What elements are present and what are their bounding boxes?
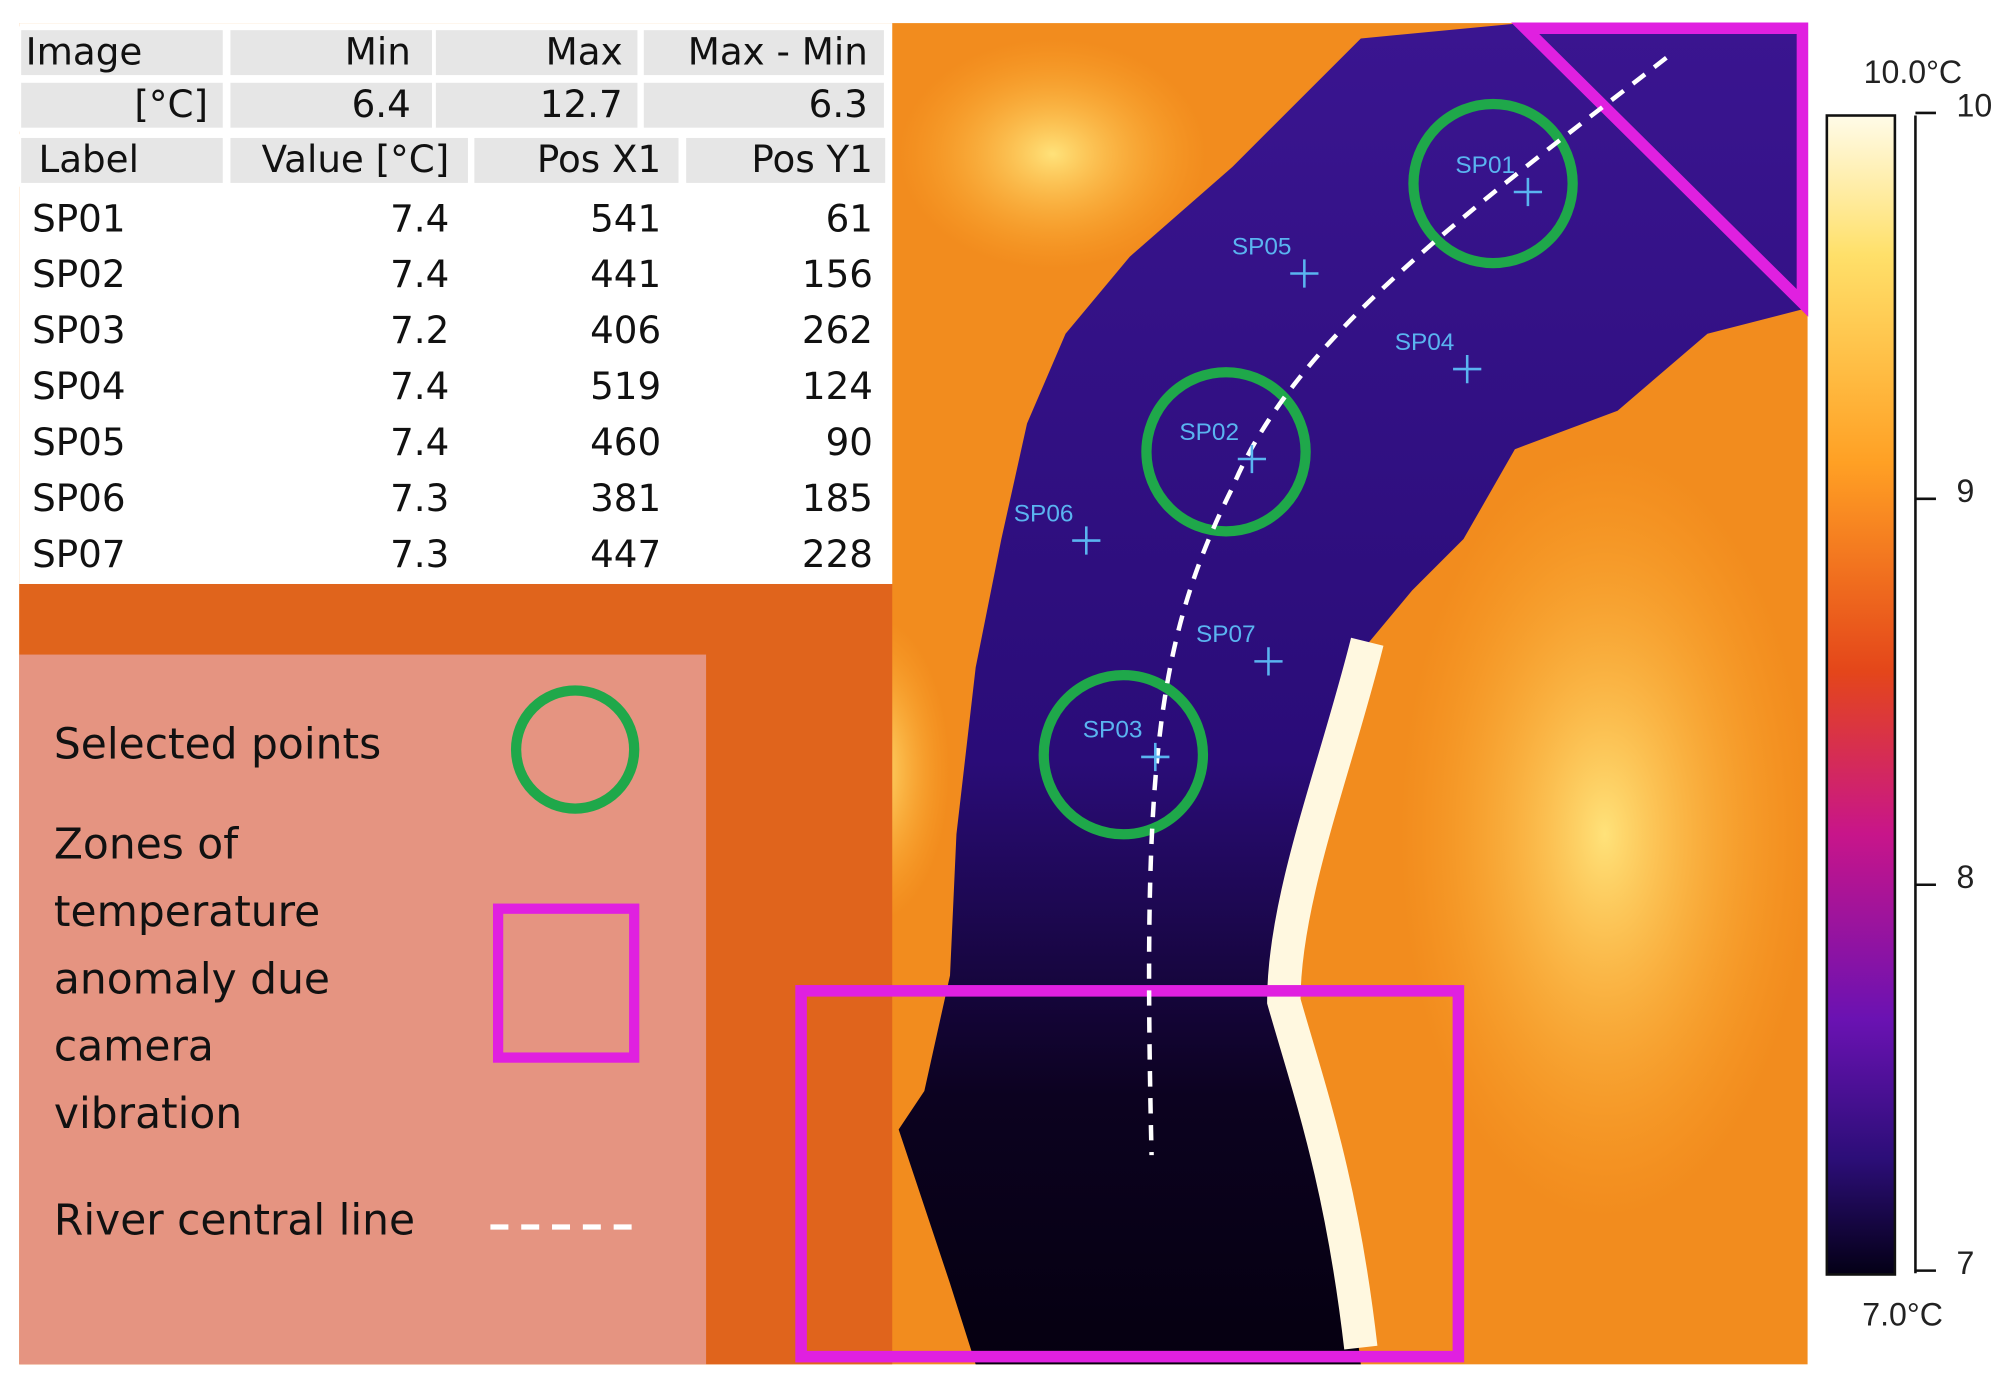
spot-label: SP03 xyxy=(1083,717,1143,744)
table-cell: 228 xyxy=(802,532,873,576)
header-cell xyxy=(226,134,472,187)
spot-label: SP07 xyxy=(1196,621,1256,648)
spot-marker: SP04 xyxy=(1395,329,1482,384)
header-text: 6.3 xyxy=(809,82,868,126)
header-cell xyxy=(226,26,436,79)
header-cell xyxy=(431,26,642,79)
table-cell: 90 xyxy=(826,420,873,464)
colorbar-max: 10.0°C xyxy=(1864,54,1962,90)
spot-cross xyxy=(1290,259,1319,288)
colorbar-tick-label: 10 xyxy=(1957,87,1993,123)
legend-text: River central line xyxy=(54,1196,415,1245)
header-text: Pos X1 xyxy=(537,137,661,181)
spot-label: SP02 xyxy=(1179,419,1239,446)
colorbar-tick-label: 8 xyxy=(1957,859,1975,895)
table-cell: SP06 xyxy=(32,476,125,520)
header-cell xyxy=(17,134,227,187)
legend-text: Zones of xyxy=(54,820,239,869)
table-cell: 7.2 xyxy=(390,308,449,352)
legend-text: anomaly due xyxy=(54,954,330,1003)
header-text: 12.7 xyxy=(540,82,623,126)
table-cell: SP02 xyxy=(32,252,125,296)
colorbar-min: 7.0°C xyxy=(1862,1296,1943,1332)
spot-marker: SP02 xyxy=(1179,419,1267,474)
legend-text: camera xyxy=(54,1022,214,1071)
spot-marker: SP06 xyxy=(1014,500,1101,555)
header-text: [°C] xyxy=(134,82,208,126)
spot-cross xyxy=(1237,444,1267,474)
header-text: Max xyxy=(546,29,623,73)
table-cell: 7.4 xyxy=(390,364,449,408)
table-cell: 124 xyxy=(802,364,873,408)
header-cell xyxy=(17,78,227,132)
table-cell: SP04 xyxy=(32,364,125,408)
header-text: Label xyxy=(39,137,139,181)
spot-marker: SP05 xyxy=(1232,233,1319,288)
table-cell: 7.3 xyxy=(390,476,449,520)
colorbar-bar xyxy=(1825,114,1897,1276)
colorbar-tick-label: 7 xyxy=(1957,1245,1975,1281)
spot-cross xyxy=(1072,526,1101,555)
header-cell xyxy=(226,78,436,132)
header-cell xyxy=(470,134,683,187)
spot-label: SP04 xyxy=(1395,329,1455,356)
table-cell: 541 xyxy=(590,196,661,240)
table-cell: 262 xyxy=(802,308,873,352)
selected-circles xyxy=(1038,98,1578,840)
spot-cross xyxy=(1513,177,1543,207)
table-cell: 156 xyxy=(802,252,873,296)
table-cell: SP03 xyxy=(32,308,125,352)
table-cell: 7.4 xyxy=(390,196,449,240)
spot-cross xyxy=(1254,647,1283,676)
spot-cross xyxy=(1141,742,1170,772)
center-line xyxy=(1146,55,1668,1156)
table-cell: 519 xyxy=(590,364,661,408)
legend-square xyxy=(492,903,640,1063)
legend-circle xyxy=(510,685,640,814)
spot-marker: SP03 xyxy=(1083,717,1170,772)
spot-label: SP01 xyxy=(1455,152,1515,179)
header-cell xyxy=(17,26,227,79)
table-cell: 185 xyxy=(802,476,873,520)
table-cell: 460 xyxy=(590,420,661,464)
legend: Selected points Zones of temperature anoma… xyxy=(54,685,642,1245)
header-cell xyxy=(639,26,888,79)
table-cell: SP07 xyxy=(32,532,125,576)
table-cell: 406 xyxy=(590,308,661,352)
table-cell: 381 xyxy=(590,476,661,520)
legend-text: vibration xyxy=(54,1089,242,1138)
table-cell: 61 xyxy=(826,196,873,240)
spot-marker: SP01 xyxy=(1455,152,1543,207)
table-cell: 447 xyxy=(590,532,661,576)
header-cell xyxy=(682,134,890,187)
header-text: Image xyxy=(26,29,143,73)
legend-text: temperature xyxy=(54,887,320,936)
header-cell xyxy=(639,78,888,132)
table-cell: SP05 xyxy=(32,420,125,464)
colorbar-tick-label: 9 xyxy=(1957,473,1975,509)
table-cell: 7.4 xyxy=(390,252,449,296)
spot-label: SP05 xyxy=(1232,233,1292,260)
table-cell: 441 xyxy=(590,252,661,296)
header-text: 6.4 xyxy=(352,82,411,126)
header-text: Value [°C] xyxy=(262,137,450,181)
header-text: Min xyxy=(345,29,411,73)
thermal-image xyxy=(19,23,1811,1365)
spot-label: SP06 xyxy=(1014,500,1074,527)
zones xyxy=(795,22,1809,1363)
header-cell xyxy=(431,78,642,132)
legend-text: Selected points xyxy=(54,719,381,768)
table-cell: SP01 xyxy=(32,196,125,240)
colorbar: 10.0°C 7.0°C 10 9 8 7 xyxy=(1825,54,1993,1332)
table-cell: 7.4 xyxy=(390,420,449,464)
spot-cross xyxy=(1453,354,1482,384)
header-text: Max - Min xyxy=(688,29,868,73)
table-cell: 7.3 xyxy=(390,532,449,576)
spot-marker: SP07 xyxy=(1196,621,1283,676)
header-text: Pos Y1 xyxy=(751,137,873,181)
